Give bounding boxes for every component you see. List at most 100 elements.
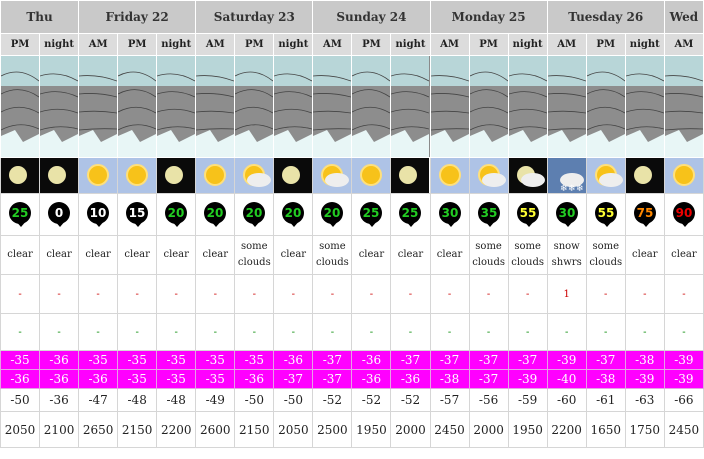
wind-circle [243, 202, 266, 224]
isobar [196, 110, 234, 114]
wind-circle [360, 202, 383, 224]
wind-speed: 35 [480, 206, 497, 220]
coast [40, 130, 78, 157]
wind-circle [672, 202, 695, 224]
max-temp: -36 [351, 350, 392, 370]
coast [196, 130, 234, 157]
icon-cell [234, 157, 275, 194]
max-temp: -35 [156, 350, 197, 370]
icon-cell [468, 157, 509, 194]
weather-icon [79, 158, 117, 193]
isobar [431, 75, 469, 82]
wind-speed: 10 [90, 206, 107, 220]
wind-cell: 30 [546, 193, 587, 236]
wind-icon: 35 [477, 202, 500, 227]
wind-circle [477, 202, 500, 224]
isobar [391, 108, 430, 114]
freezing-level: 2150 [234, 411, 275, 448]
isobar [118, 106, 156, 114]
min-temp: -36 [0, 369, 41, 389]
map [626, 56, 664, 157]
icon-cell [507, 157, 548, 194]
period: night [273, 33, 314, 56]
map-sea [313, 56, 351, 86]
min-temp: -39 [624, 369, 665, 389]
isobar [587, 124, 625, 131]
wind-speed: 20 [285, 206, 302, 220]
isobar [470, 124, 508, 131]
snow: - [429, 313, 470, 351]
weather-icon [313, 158, 351, 193]
wind-circle [399, 202, 422, 224]
weather-icon [352, 158, 390, 193]
map [79, 56, 117, 157]
icon-cell [585, 157, 626, 194]
weather-icon [196, 158, 234, 193]
map-cell [78, 55, 119, 158]
isobar [235, 106, 273, 114]
coast [626, 130, 664, 157]
rain: - [117, 274, 158, 314]
isobar [509, 108, 547, 114]
isobar [313, 128, 351, 131]
wind-chill: -63 [624, 388, 665, 412]
freezing-level: 2650 [78, 411, 119, 448]
map [431, 56, 469, 157]
isobar [79, 93, 117, 98]
wind-chill: -52 [312, 388, 353, 412]
summary-row: clear clear clear clear clear clear some cloud… [0, 235, 704, 275]
map-sea [626, 56, 664, 86]
summary: some clouds [585, 235, 626, 275]
isobar [40, 91, 78, 98]
summary: clear [156, 235, 197, 275]
snow: - [195, 313, 236, 351]
min-temp: -36 [234, 369, 275, 389]
weather-icon [665, 158, 703, 193]
freezing-level: 2450 [429, 411, 470, 448]
map-sea [431, 56, 469, 86]
summary: some clouds [468, 235, 509, 275]
cloud [247, 173, 272, 187]
coast [665, 130, 703, 157]
wind-cell: 20 [273, 193, 314, 236]
map-cell [117, 55, 158, 158]
snow: - [468, 313, 509, 351]
min-temp: -35 [195, 369, 236, 389]
map-sea [118, 56, 156, 86]
max-temp: -35 [234, 350, 275, 370]
icon-cell [624, 157, 665, 194]
isobar [352, 106, 390, 114]
wind-speed: 25 [363, 206, 380, 220]
isobar [548, 75, 586, 82]
map [235, 56, 273, 157]
wind-speed: 90 [675, 206, 692, 220]
min-temp: -36 [390, 369, 431, 389]
freezing-level: 2450 [663, 411, 704, 448]
wind-icon: 20 [243, 202, 266, 227]
isobar [79, 110, 117, 114]
isobar [1, 124, 39, 131]
weather-icon [157, 158, 195, 193]
coast [352, 130, 390, 157]
wind-chill: -56 [468, 388, 509, 412]
isobar [391, 73, 430, 82]
wind-cell: 25 [390, 193, 431, 236]
wind-cell: 10 [78, 193, 119, 236]
moon [9, 166, 27, 184]
map-cell [507, 55, 548, 158]
isobar [157, 126, 195, 131]
isobar [548, 93, 586, 98]
summary: clear [195, 235, 236, 275]
isobar [1, 89, 39, 98]
rain: - [0, 274, 41, 314]
day-header: Tuesday 26 [546, 0, 665, 34]
coast [431, 130, 469, 157]
isobar [352, 89, 390, 98]
wind-row: 25 0 10 15 20 20 20 20 20 25 25 30 35 55 30 55 75 90 [0, 193, 704, 236]
cloud [559, 173, 584, 187]
min-temp: -37 [312, 369, 353, 389]
sun [204, 164, 227, 186]
period: AM [429, 33, 470, 56]
icon-cell [390, 157, 431, 194]
